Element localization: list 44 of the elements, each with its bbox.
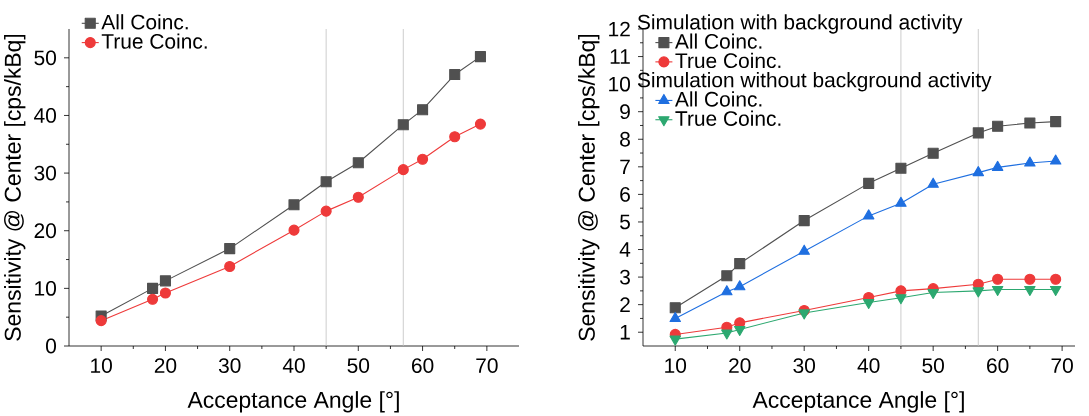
x-tick-label: 50 [922,358,944,373]
legend-label: All Coinc. [674,91,762,107]
legend-label: All Coinc. [674,33,762,49]
legend-label: True Coinc. [675,110,781,126]
x-tick-label: 10 [91,358,112,373]
y-tick-label: 8 [620,131,630,147]
y-tick-label: 50 [34,50,56,66]
y-tick-label: 40 [34,108,56,123]
x-tick-label: 20 [729,358,751,373]
y-tick-label: 3 [620,269,630,285]
y-axis-title: Sensitivity @ Center [cps/kBq] [4,34,26,341]
y-tick-label: 9 [620,104,630,120]
y-axis-title: Sensitivity @ Center [cps/kBq] [578,34,600,341]
annotation: Simulation with background activity [637,14,963,34]
y-tick-label: 10 [35,280,56,296]
x-tick-label: 50 [347,358,370,373]
y-tick-label: 4 [619,242,631,257]
legend-label: True Coinc. [101,33,207,49]
y-tick-label: 6 [620,186,630,202]
y-tick-label: 2 [620,297,630,312]
x-tick-label: 20 [154,358,177,373]
x-axis-title: Acceptance Angle [°] [187,391,399,413]
y-tick-label: 11 [610,49,630,64]
x-tick-label: 60 [412,358,434,373]
x-tick-label: 70 [1051,358,1073,373]
y-tick-label: 12 [609,21,630,37]
y-tick-label: 7 [620,159,630,175]
x-tick-label: 70 [476,358,498,373]
legend-label: All Coinc. [101,14,188,30]
y-tick-label: 1 [620,325,630,340]
annotation: Simulation without background activity [637,72,992,92]
x-tick-label: 40 [857,358,880,373]
x-tick-label: 30 [218,358,241,373]
y-tick-label: 0 [46,338,56,354]
x-tick-label: 60 [987,358,1009,373]
y-tick-label: 10 [609,76,631,92]
y-tick-label: 30 [34,165,56,181]
legend-label: True Coinc. [675,52,781,69]
x-tick-label: 40 [282,358,305,373]
x-tick-label: 10 [665,358,687,373]
x-tick-label: 30 [793,358,816,373]
y-tick-label: 20 [34,223,56,239]
y-tick-label: 5 [620,214,630,230]
x-axis-title: Acceptance Angle [°] [752,391,964,413]
